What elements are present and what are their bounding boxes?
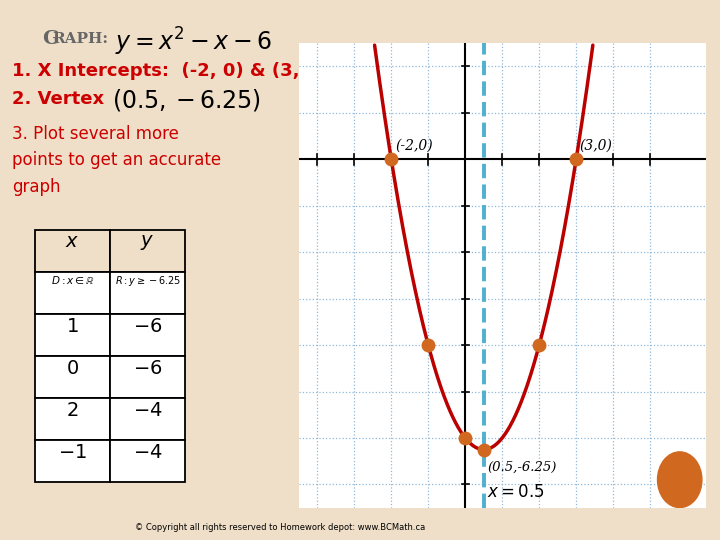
- Bar: [110, 356, 185, 398]
- Text: $R: y \geq -6.25$: $R: y \geq -6.25$: [114, 274, 181, 288]
- Text: $2$: $2$: [66, 402, 78, 420]
- Text: (0.5,-6.25): (0.5,-6.25): [487, 461, 557, 474]
- Text: $x = 0.5$: $x = 0.5$: [487, 484, 545, 501]
- Bar: [35, 272, 110, 314]
- Text: $x$: $x$: [66, 233, 80, 251]
- Text: $y = x^2 - x - 6$: $y = x^2 - x - 6$: [115, 26, 272, 58]
- Text: $y$: $y$: [140, 233, 155, 252]
- Bar: [35, 440, 110, 482]
- Text: (3,0): (3,0): [580, 138, 613, 152]
- Text: $0$: $0$: [66, 360, 79, 378]
- Bar: [35, 314, 110, 356]
- Bar: [110, 230, 185, 272]
- Bar: [35, 398, 110, 440]
- Text: $-4$: $-4$: [132, 444, 162, 462]
- Bar: [110, 314, 185, 356]
- Text: $D: x \in \mathbb{R}$: $D: x \in \mathbb{R}$: [50, 274, 94, 286]
- Text: 3. Plot several more
points to get an accurate
graph: 3. Plot several more points to get an ac…: [12, 125, 221, 196]
- Bar: [110, 440, 185, 482]
- Text: © Copyright all rights reserved to Homework depot: www.BCMath.ca: © Copyright all rights reserved to Homew…: [135, 523, 425, 532]
- Text: $(0.5, -6.25)$: $(0.5, -6.25)$: [112, 87, 261, 113]
- Circle shape: [657, 452, 702, 508]
- Bar: [35, 230, 110, 272]
- Text: $1$: $1$: [66, 318, 78, 336]
- Text: (-2,0): (-2,0): [395, 138, 433, 152]
- Bar: [110, 272, 185, 314]
- Text: $-6$: $-6$: [132, 318, 162, 336]
- Text: 1. X Intercepts:  (-2, 0) & (3, 0): 1. X Intercepts: (-2, 0) & (3, 0): [12, 62, 326, 80]
- Text: $-1$: $-1$: [58, 444, 87, 462]
- Text: $-6$: $-6$: [132, 360, 162, 378]
- Bar: [35, 356, 110, 398]
- Text: G: G: [42, 30, 58, 48]
- Text: $-4$: $-4$: [132, 402, 162, 420]
- Text: RAPH:: RAPH:: [52, 32, 108, 46]
- Text: 2. Vertex: 2. Vertex: [12, 90, 104, 108]
- Bar: [110, 398, 185, 440]
